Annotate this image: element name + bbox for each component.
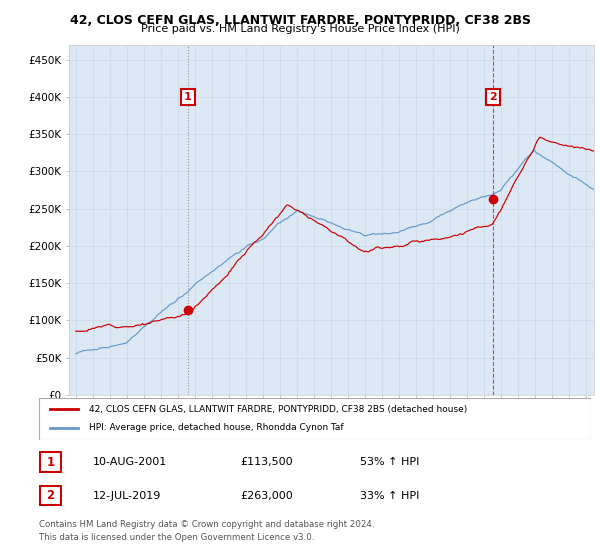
Text: 42, CLOS CEFN GLAS, LLANTWIT FARDRE, PONTYPRIDD, CF38 2BS (detached house): 42, CLOS CEFN GLAS, LLANTWIT FARDRE, PON… — [89, 405, 467, 414]
Text: £263,000: £263,000 — [240, 491, 293, 501]
Text: HPI: Average price, detached house, Rhondda Cynon Taf: HPI: Average price, detached house, Rhon… — [89, 423, 343, 432]
Text: 2: 2 — [489, 92, 497, 102]
Text: 53% ↑ HPI: 53% ↑ HPI — [360, 457, 419, 467]
Text: This data is licensed under the Open Government Licence v3.0.: This data is licensed under the Open Gov… — [39, 533, 314, 542]
Text: 12-JUL-2019: 12-JUL-2019 — [93, 491, 161, 501]
Text: Contains HM Land Registry data © Crown copyright and database right 2024.: Contains HM Land Registry data © Crown c… — [39, 520, 374, 529]
Text: £113,500: £113,500 — [240, 457, 293, 467]
Text: Price paid vs. HM Land Registry's House Price Index (HPI): Price paid vs. HM Land Registry's House … — [140, 24, 460, 34]
Text: 2: 2 — [46, 489, 55, 502]
FancyBboxPatch shape — [39, 398, 591, 440]
Text: 1: 1 — [46, 455, 55, 469]
Text: 33% ↑ HPI: 33% ↑ HPI — [360, 491, 419, 501]
Text: 10-AUG-2001: 10-AUG-2001 — [93, 457, 167, 467]
Text: 1: 1 — [184, 92, 192, 102]
Text: 42, CLOS CEFN GLAS, LLANTWIT FARDRE, PONTYPRIDD, CF38 2BS: 42, CLOS CEFN GLAS, LLANTWIT FARDRE, PON… — [70, 14, 530, 27]
